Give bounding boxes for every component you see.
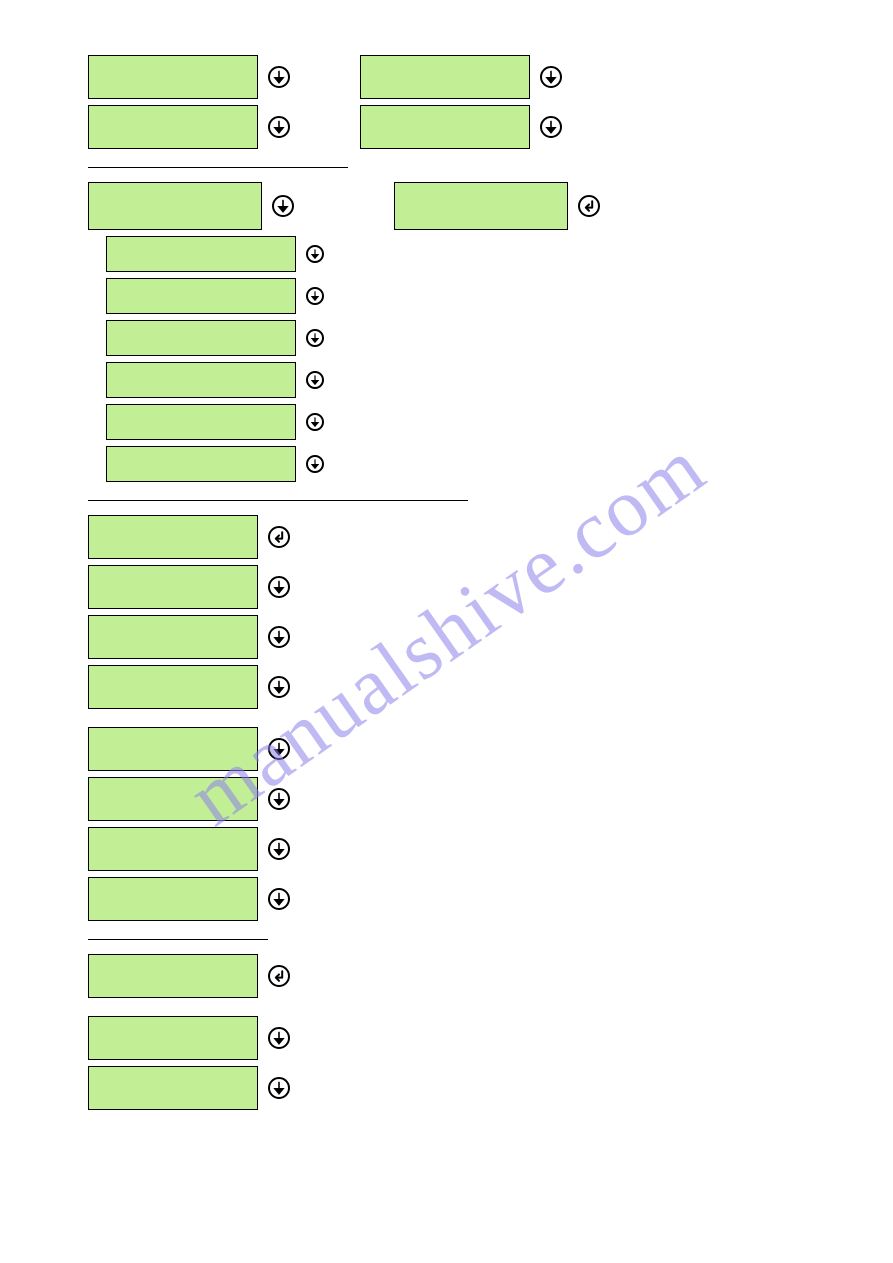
arrow-down-icon — [306, 287, 324, 305]
diagram-row — [88, 777, 290, 821]
flow-box — [106, 446, 296, 482]
section-sec2 — [88, 182, 808, 488]
diagram-row — [88, 877, 290, 921]
arrow-down-icon — [268, 888, 290, 910]
arrow-down-icon — [306, 329, 324, 347]
column — [394, 182, 600, 488]
arrow-down-icon — [268, 1027, 290, 1049]
diagram-row — [88, 362, 324, 398]
arrow-down-icon — [306, 455, 324, 473]
flow-box — [88, 827, 258, 871]
diagram-row — [88, 320, 324, 356]
column — [88, 954, 290, 1116]
arrow-down-icon — [268, 66, 290, 88]
diagram-row — [394, 182, 600, 230]
column — [360, 55, 562, 155]
flow-box — [106, 278, 296, 314]
flow-box — [106, 362, 296, 398]
arrow-down-icon — [268, 676, 290, 698]
diagram-row — [88, 1016, 290, 1060]
column — [88, 55, 290, 155]
section-sec1 — [88, 55, 808, 155]
arrow-down-icon — [272, 195, 294, 217]
arrow-down-icon — [268, 116, 290, 138]
flow-box — [88, 182, 262, 230]
arrow-down-icon — [268, 626, 290, 648]
section-sec3 — [88, 515, 808, 927]
diagram-row — [88, 615, 290, 659]
flow-box — [88, 877, 258, 921]
diagram-row — [88, 954, 290, 998]
arrow-down-icon — [268, 788, 290, 810]
arrow-down-icon — [540, 116, 562, 138]
section-divider — [88, 167, 348, 168]
flow-box — [88, 515, 258, 559]
arrow-down-icon — [306, 413, 324, 431]
arrow-down-icon — [268, 838, 290, 860]
diagram-row — [88, 1066, 290, 1110]
flow-box — [88, 777, 258, 821]
flow-box — [360, 105, 530, 149]
column — [88, 515, 290, 927]
flow-box — [394, 182, 568, 230]
diagram-row — [88, 827, 290, 871]
flow-box — [88, 727, 258, 771]
flow-box — [360, 55, 530, 99]
flow-box — [88, 565, 258, 609]
flow-box — [88, 665, 258, 709]
diagram-row — [88, 515, 290, 559]
section-divider — [88, 500, 468, 501]
flow-box — [106, 320, 296, 356]
enter-icon — [268, 526, 290, 548]
flow-box — [88, 55, 258, 99]
diagram-row — [360, 105, 562, 149]
flow-box — [88, 615, 258, 659]
diagram-row — [88, 55, 290, 99]
flow-box — [88, 954, 258, 998]
enter-icon — [268, 965, 290, 987]
section-sec4 — [88, 954, 808, 1116]
arrow-down-icon — [306, 371, 324, 389]
diagram-row — [88, 665, 290, 709]
diagram-row — [88, 727, 290, 771]
arrow-down-icon — [540, 66, 562, 88]
flow-box — [106, 404, 296, 440]
flow-box — [88, 105, 258, 149]
arrow-down-icon — [268, 1077, 290, 1099]
flow-box — [88, 1016, 258, 1060]
diagram-content — [88, 55, 808, 1116]
diagram-row — [88, 182, 324, 230]
diagram-row — [88, 105, 290, 149]
flow-box — [88, 1066, 258, 1110]
diagram-row — [88, 278, 324, 314]
diagram-row — [88, 236, 324, 272]
flow-box — [106, 236, 296, 272]
arrow-down-icon — [306, 245, 324, 263]
column — [88, 182, 324, 488]
diagram-row — [88, 446, 324, 482]
diagram-row — [88, 404, 324, 440]
section-divider — [88, 939, 268, 940]
diagram-row — [360, 55, 562, 99]
enter-icon — [578, 195, 600, 217]
arrow-down-icon — [268, 576, 290, 598]
arrow-down-icon — [268, 738, 290, 760]
diagram-row — [88, 565, 290, 609]
